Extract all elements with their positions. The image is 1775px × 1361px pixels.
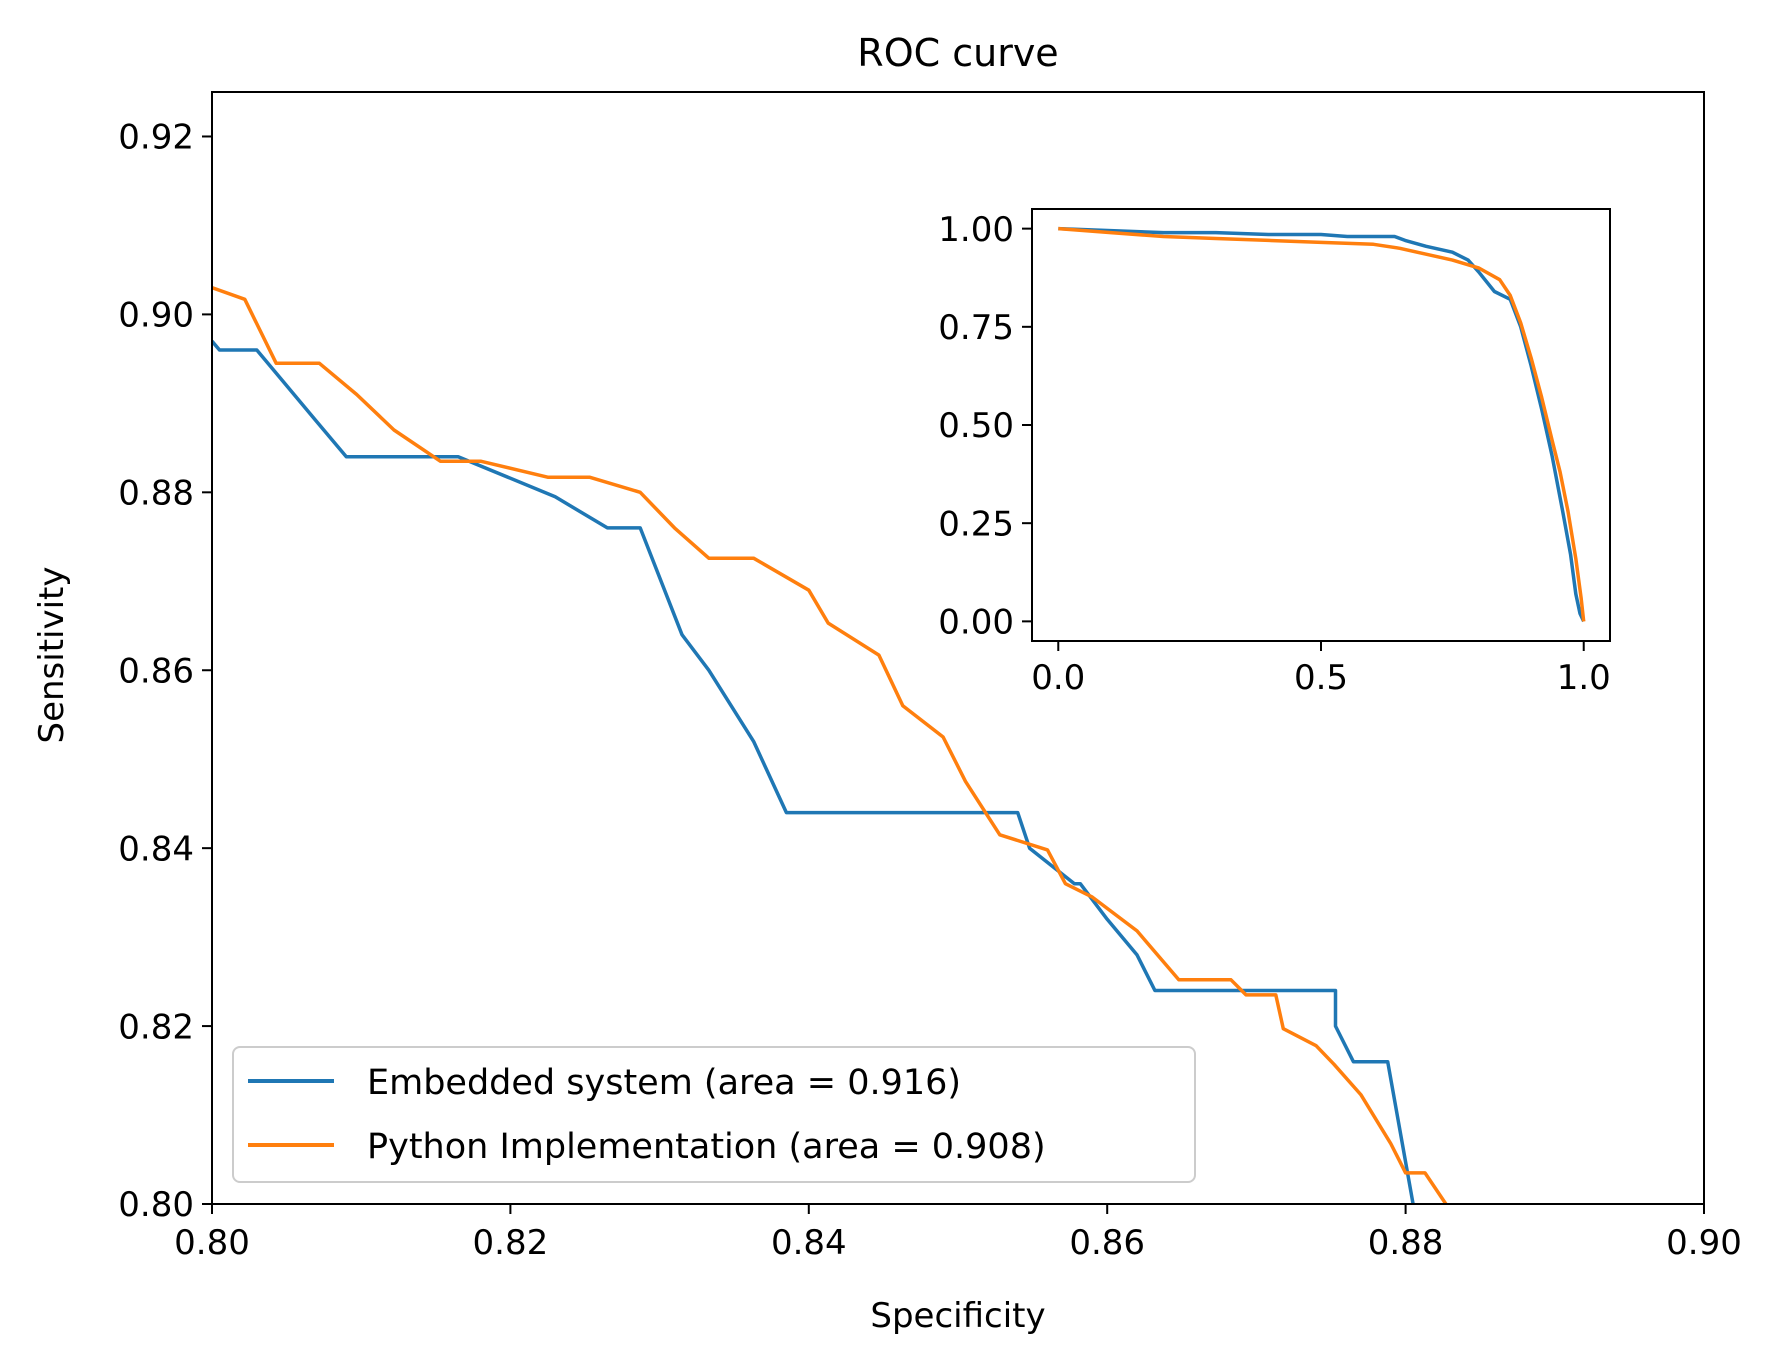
main-chart: ROC curve Specificity Sensitivity 0.80 0.… <box>32 31 1742 1336</box>
legend-label-python: Python Implementation (area = 0.908) <box>367 1127 1046 1167</box>
y-tick-label: 0.92 <box>118 118 194 158</box>
inset-x-tick-label: 1.0 <box>1557 658 1611 698</box>
inset-y-tick-label: 0.25 <box>938 504 1014 544</box>
legend-label-embedded: Embedded system (area = 0.916) <box>367 1063 961 1103</box>
inset-plot-area <box>1058 226 1586 623</box>
x-tick-label: 0.90 <box>1666 1223 1742 1263</box>
inset-series-line-python-implementation <box>1058 226 1586 622</box>
inset-y-axis-ticks: 0.00 0.25 0.50 0.75 1.00 <box>938 210 1032 643</box>
x-tick-label: 0.82 <box>473 1223 549 1263</box>
inset-chart: 0.0 0.5 1.0 0.00 0.25 0.50 0.75 1.00 <box>938 208 1611 698</box>
y-tick-label: 0.84 <box>118 829 194 869</box>
y-tick-label: 0.88 <box>118 474 194 514</box>
x-tick-label: 0.84 <box>771 1223 847 1263</box>
inset-series-line-embedded-system <box>1058 226 1586 623</box>
inset-y-tick-label: 0.75 <box>938 308 1014 348</box>
y-tick-label: 0.82 <box>118 1007 194 1047</box>
main-plot-area <box>212 286 1448 1204</box>
x-axis-label: Specificity <box>870 1296 1045 1336</box>
y-axis-ticks: 0.80 0.82 0.84 0.86 0.88 0.90 0.92 <box>118 118 212 1225</box>
inset-y-tick-label: 0.00 <box>938 603 1014 643</box>
series-line-embedded-system <box>212 339 1415 1204</box>
y-tick-label: 0.80 <box>118 1185 194 1225</box>
chart-title: ROC curve <box>857 31 1058 75</box>
inset-y-tick-label: 0.50 <box>938 406 1014 446</box>
legend: Embedded system (area = 0.916) Python Im… <box>232 1046 1196 1183</box>
series-line-python-implementation <box>212 286 1448 1204</box>
x-tick-label: 0.88 <box>1368 1223 1444 1263</box>
inset-x-tick-label: 0.0 <box>1031 658 1085 698</box>
inset-background <box>1032 209 1610 641</box>
y-tick-label: 0.90 <box>118 296 194 336</box>
inset-axes-frame <box>1031 208 1611 642</box>
x-tick-label: 0.86 <box>1069 1223 1145 1263</box>
inset-x-axis-ticks: 0.0 0.5 1.0 <box>1031 641 1611 698</box>
inset-x-tick-label: 0.5 <box>1294 658 1348 698</box>
y-axis-label: Sensitivity <box>32 566 72 743</box>
y-tick-label: 0.86 <box>118 651 194 691</box>
x-axis-ticks: 0.80 0.82 0.84 0.86 0.88 0.90 <box>174 1204 1742 1263</box>
legend-box <box>232 1046 1196 1183</box>
main-axes-frame <box>211 91 1705 1205</box>
x-tick-label: 0.80 <box>174 1223 250 1263</box>
inset-y-tick-label: 1.00 <box>938 210 1014 250</box>
